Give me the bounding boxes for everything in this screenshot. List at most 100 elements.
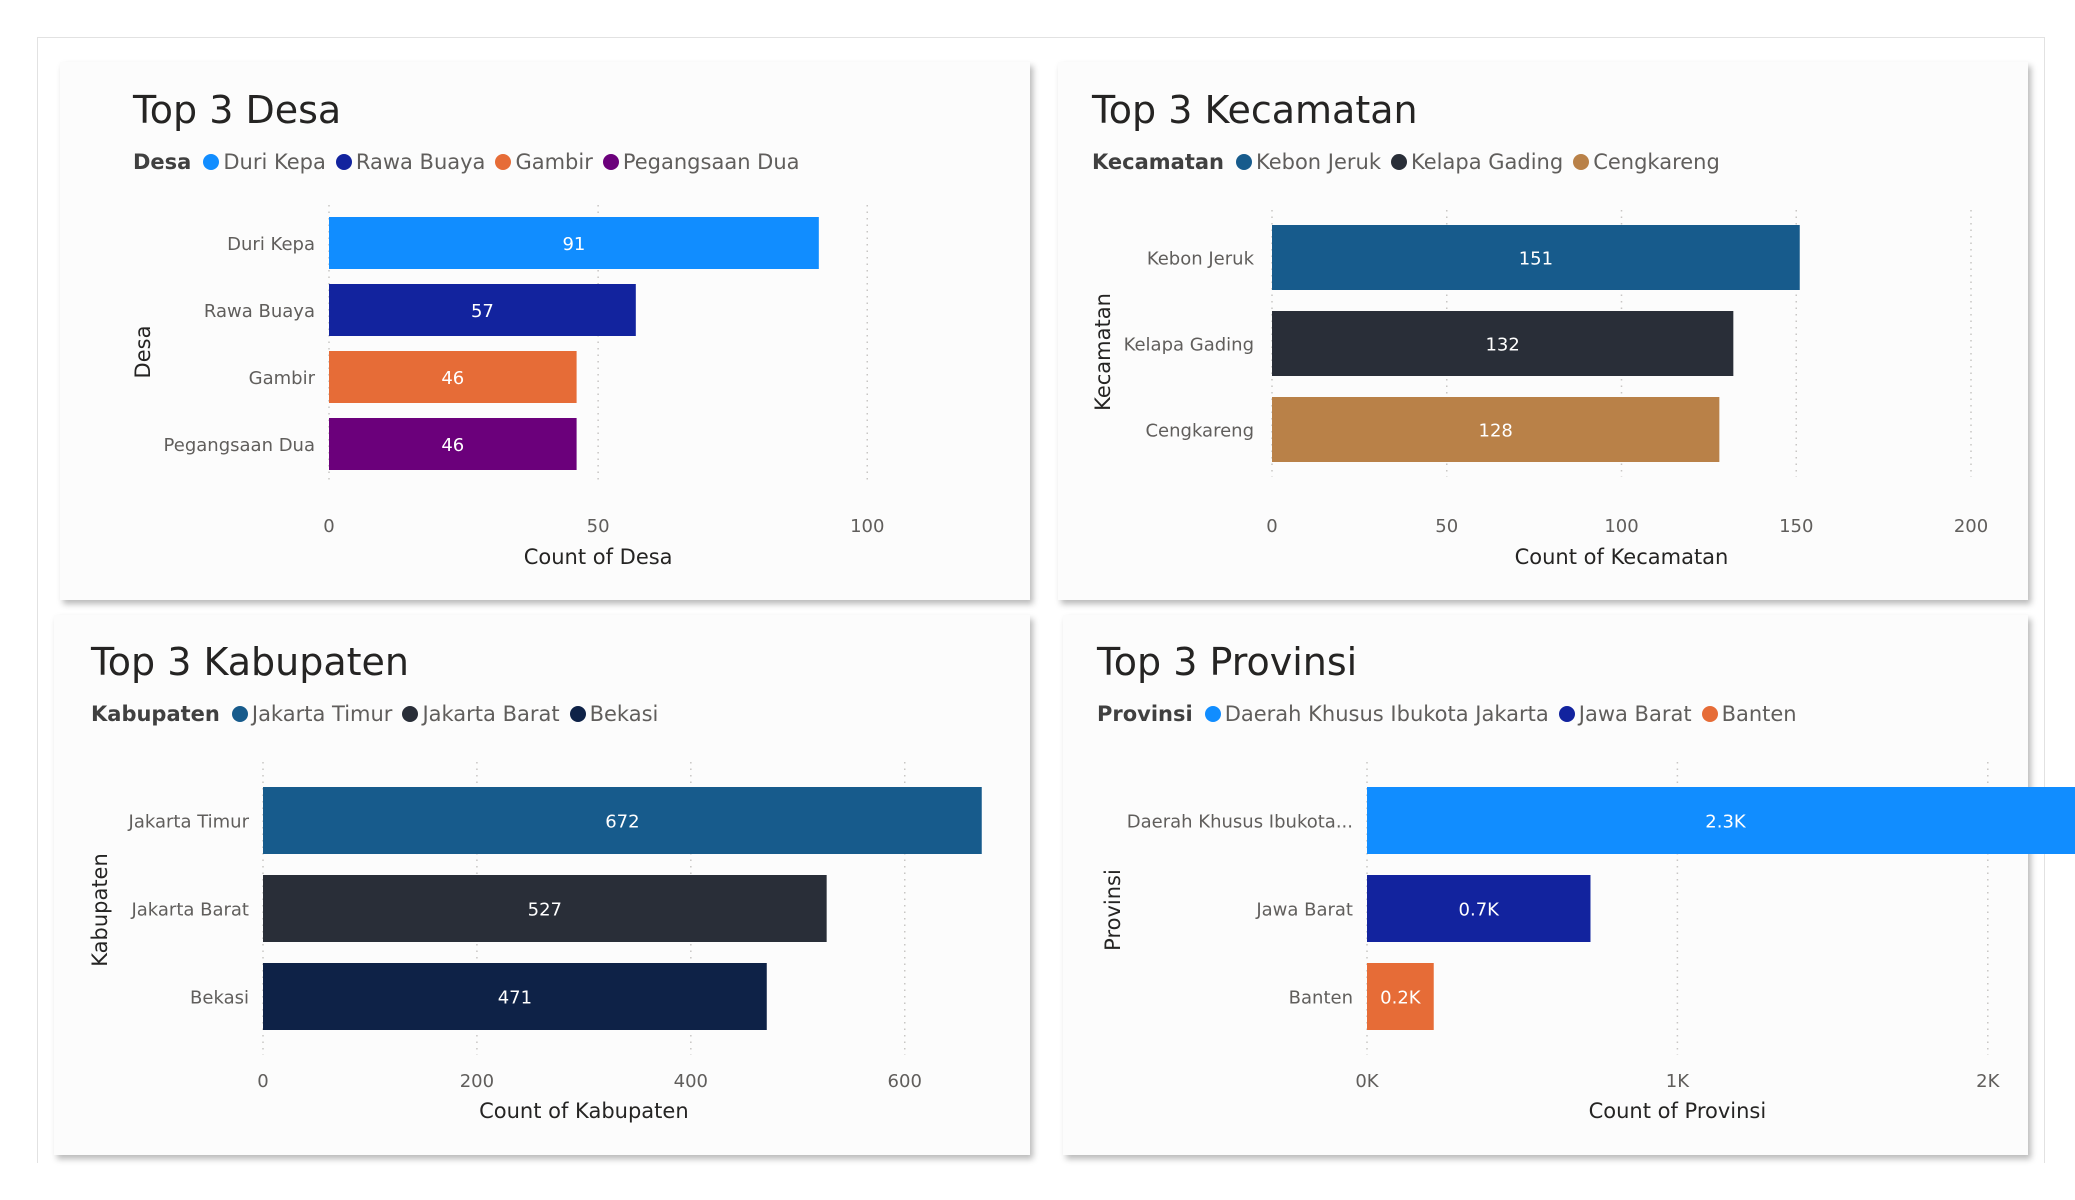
legend-dot-icon — [1235, 154, 1252, 170]
chart-card-desa[interactable]: Top 3 Desa Desa Duri Kepa Rawa Buaya Gambir… — [60, 62, 1030, 600]
x-tick-label: 0K — [1355, 1071, 1379, 1092]
category-label: Daerah Khusus Ibukota... — [1127, 812, 1353, 833]
data-label: 57 — [471, 301, 494, 322]
x-tick-label: 0 — [257, 1071, 268, 1092]
legend-title: Kecamatan — [1092, 150, 1224, 174]
data-label: 46 — [441, 435, 464, 456]
bar[interactable] — [329, 351, 577, 403]
legend-item[interactable]: Banten — [1701, 702, 1797, 726]
legend-item[interactable]: Pegangsaan Dua — [602, 150, 800, 174]
legend-dot-icon — [1573, 154, 1590, 170]
legend-dot-icon — [495, 154, 512, 170]
legend-item[interactable]: Duri Kepa — [203, 150, 326, 174]
category-label: Cengkareng — [1145, 421, 1254, 442]
legend-item[interactable]: Kelapa Gading — [1391, 150, 1563, 174]
category-label: Jakarta Timur — [128, 812, 250, 833]
legend-item[interactable]: Jakarta Timur — [231, 702, 393, 726]
chart-title: Top 3 Kecamatan — [1092, 88, 1418, 132]
legend-label: Jawa Barat — [1578, 702, 1692, 726]
legend-dot-icon — [203, 154, 220, 170]
data-label: 2.3K — [1705, 812, 1747, 833]
x-tick-label: 200 — [1954, 516, 1988, 537]
x-tick-label: 200 — [460, 1071, 494, 1092]
chart-card-provinsi[interactable]: Top 3 Provinsi Provinsi Daerah Khusus Ibu… — [1063, 615, 2075, 1155]
legend-dot-icon — [569, 706, 586, 722]
bar[interactable] — [263, 787, 982, 854]
legend-item[interactable]: Daerah Khusus Ibukota Jakarta — [1204, 702, 1549, 726]
data-label: 128 — [1479, 421, 1513, 442]
chart-plot: 0 200 400 600 Jakarta Timur 672 Jakarta Barat 5… — [88, 762, 982, 1123]
legend-label: Duri Kepa — [223, 150, 326, 174]
bar[interactable] — [329, 284, 636, 336]
category-label: Kelapa Gading — [1124, 335, 1254, 356]
bar[interactable] — [329, 217, 819, 269]
y-axis-title: Desa — [131, 326, 155, 379]
category-label: Banten — [1289, 988, 1353, 1009]
legend-label: Pegangsaan Dua — [622, 150, 800, 174]
bar[interactable] — [263, 963, 767, 1030]
x-axis-title: Count of Kabupaten — [479, 1099, 689, 1123]
chart-plot: 0K 1K 2K Daerah Khusus Ibukota... 2.3K Jawa B… — [1101, 762, 2075, 1123]
bar[interactable] — [1367, 963, 1434, 1030]
x-tick-label: 600 — [888, 1071, 922, 1092]
legend-dot-icon — [1701, 706, 1718, 722]
data-label: 0.2K — [1380, 988, 1422, 1009]
legend-item[interactable]: Bekasi — [569, 702, 658, 726]
x-tick-label: 100 — [850, 516, 884, 537]
bar[interactable] — [1272, 397, 1720, 462]
legend-label: Daerah Khusus Ibukota Jakarta — [1224, 702, 1549, 726]
legend-item[interactable]: Cengkareng — [1573, 150, 1720, 174]
bar[interactable] — [1272, 225, 1800, 290]
y-axis-title: Kabupaten — [88, 853, 112, 967]
legend-dot-icon — [1391, 154, 1408, 170]
legend-dot-icon — [231, 706, 248, 722]
category-label: Jawa Barat — [1255, 900, 1353, 921]
category-label: Jakarta Barat — [130, 900, 249, 921]
bar[interactable] — [1367, 787, 2075, 854]
chart-plot: 0 50 100 Duri Kepa 91 Rawa Buaya 57 Gambir 46 Peg… — [131, 205, 884, 569]
category-label: Duri Kepa — [227, 234, 315, 255]
data-label: 91 — [562, 234, 585, 255]
legend-item[interactable]: Kebon Jeruk — [1235, 150, 1381, 174]
chart-card-kecamatan[interactable]: Top 3 Kecamatan Kecamatan Kebon Jeruk Kela… — [1058, 62, 2028, 600]
legend-label: Jakarta Timur — [251, 702, 393, 726]
legend-label: Gambir — [515, 150, 593, 174]
legend-item[interactable]: Gambir — [495, 150, 593, 174]
data-label: 151 — [1519, 249, 1553, 270]
legend-label: Kelapa Gading — [1411, 150, 1564, 174]
category-label: Bekasi — [190, 988, 249, 1009]
x-axis-title: Count of Provinsi — [1589, 1099, 1767, 1123]
chart-title: Top 3 Kabupaten — [91, 640, 409, 684]
data-label: 527 — [528, 900, 562, 921]
x-tick-label: 0 — [1266, 516, 1277, 537]
legend-title: Provinsi — [1097, 702, 1193, 726]
legend-item[interactable]: Jakarta Barat — [402, 702, 560, 726]
legend-dot-icon — [335, 154, 352, 170]
chart-legend: Desa Duri Kepa Rawa Buaya Gambir Pegangsaan … — [133, 150, 810, 174]
category-label: Pegangsaan Dua — [164, 435, 315, 456]
category-label: Gambir — [249, 368, 316, 389]
bar[interactable] — [263, 875, 827, 942]
x-tick-label: 0 — [323, 516, 334, 537]
data-label: 132 — [1485, 335, 1519, 356]
chart-title: Top 3 Desa — [133, 88, 342, 132]
chart-legend: Provinsi Daerah Khusus Ibukota Jakarta Jaw… — [1097, 702, 1807, 726]
data-label: 672 — [605, 812, 639, 833]
data-label: 471 — [498, 988, 532, 1009]
x-tick-label: 400 — [674, 1071, 708, 1092]
legend-item[interactable]: Rawa Buaya — [335, 150, 485, 174]
category-label: Kebon Jeruk — [1147, 249, 1255, 270]
legend-title: Kabupaten — [91, 702, 220, 726]
bar[interactable] — [1367, 875, 1591, 942]
x-axis-title: Count of Desa — [524, 545, 673, 569]
chart-card-kabupaten[interactable]: Top 3 Kabupaten Kabupaten Jakarta Timur Ja… — [54, 615, 1030, 1155]
legend-item[interactable]: Jawa Barat — [1558, 702, 1692, 726]
legend-label: Cengkareng — [1593, 150, 1720, 174]
legend-dot-icon — [602, 154, 619, 170]
bar[interactable] — [1272, 311, 1734, 376]
x-tick-label: 50 — [1435, 516, 1458, 537]
x-tick-label: 150 — [1779, 516, 1813, 537]
y-axis-title: Kecamatan — [1091, 293, 1115, 411]
bar[interactable] — [329, 418, 577, 470]
data-label: 0.7K — [1459, 900, 1501, 921]
